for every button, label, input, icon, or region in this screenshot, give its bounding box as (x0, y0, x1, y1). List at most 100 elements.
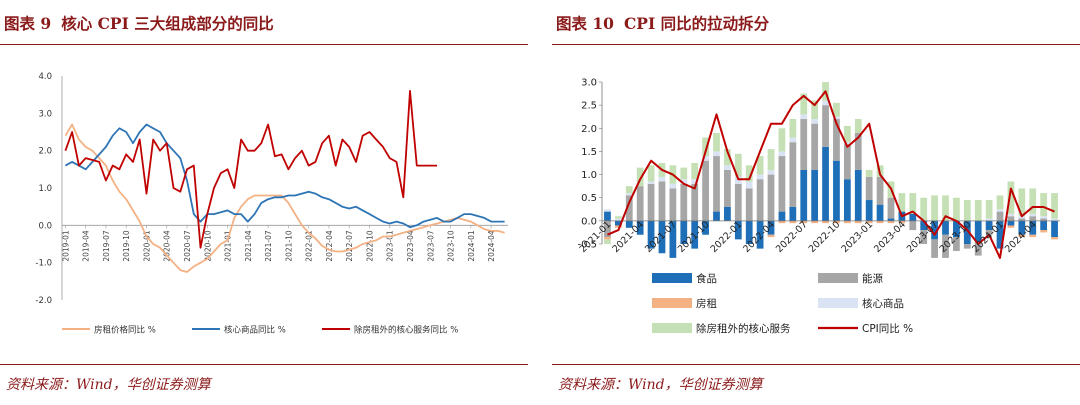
series-line-3 (64, 90, 437, 249)
bar-5 (985, 200, 993, 219)
bar-4 (1029, 213, 1037, 217)
bar-5 (854, 119, 862, 133)
bar-2 (702, 160, 709, 221)
legend-swatch-能源 (818, 273, 858, 283)
series-line-2 (64, 123, 505, 229)
bar-1 (1040, 220, 1048, 231)
x-tick-label: 2022-07 (774, 219, 810, 255)
bar-1 (789, 206, 797, 221)
bar-1 (734, 220, 742, 240)
x-tick-label: 2021-04 (244, 230, 253, 262)
bar-5 (756, 156, 764, 175)
bar-4 (822, 100, 829, 106)
bar-3 (822, 220, 829, 224)
bar-1 (713, 211, 720, 221)
bar-3 (1029, 234, 1037, 238)
bar-2 (953, 237, 960, 251)
bar-2 (680, 183, 688, 221)
bar-4 (1018, 216, 1026, 219)
bar-2 (800, 119, 808, 170)
bar-4 (691, 179, 699, 184)
bar-3 (614, 225, 622, 228)
bar-3 (800, 220, 808, 224)
bar-4 (996, 209, 1004, 212)
y-tick-label: 3.0 (38, 109, 52, 119)
bar-5 (1040, 193, 1048, 217)
figure-9-number: 图表 9 (4, 14, 52, 33)
chart-cpi-contribution: 3.02.52.01.51.00.50.0-0.52021-012021-042… (577, 78, 1060, 335)
bar-4 (1051, 218, 1058, 221)
x-tick-label: 2023-07 (426, 230, 435, 262)
bar-2 (669, 188, 677, 221)
bar-2 (647, 183, 655, 221)
series-line-1 (64, 123, 505, 273)
bar-2 (1018, 218, 1026, 221)
legend-label-1: 房租价格同比 % (94, 325, 156, 336)
bar-5 (833, 102, 840, 117)
bar-4 (800, 114, 808, 120)
bar-5 (865, 169, 873, 177)
bar-2 (636, 186, 644, 221)
figure-10-number: 图表 10 (556, 14, 614, 33)
bar-5 (724, 149, 731, 166)
bar-4 (745, 181, 753, 189)
bar-4 (647, 181, 655, 184)
bar-5 (734, 153, 742, 177)
bar-5 (931, 195, 938, 221)
bar-4 (1040, 216, 1048, 219)
bar-2 (625, 195, 633, 221)
bar-5 (647, 165, 655, 182)
bar-4 (680, 179, 688, 184)
bar-1 (647, 220, 655, 249)
bar-2 (942, 234, 949, 258)
bar-5 (996, 195, 1004, 210)
bar-4 (724, 165, 731, 170)
figure-9-title: 图表 9 核心 CPI 三大组成部分的同比 (4, 12, 274, 40)
bar-1 (800, 169, 808, 221)
bar-2 (691, 183, 699, 221)
figure-10-panel: 图表 10 CPI 同比的拉动拆分 3.0 2.5 2.0 1.5 1.0 0.5 0.0 -0… (552, 0, 1080, 405)
bar-2 (713, 156, 720, 212)
bar-2 (865, 176, 873, 201)
bar-3 (854, 220, 862, 224)
bar-4 (811, 119, 819, 124)
bar-5 (1051, 193, 1058, 219)
y-tick-label: 0.0 (581, 216, 597, 227)
x-tick-label: 2019-10 (122, 230, 131, 262)
bar-5 (942, 195, 949, 221)
bar-1 (909, 213, 917, 221)
bar-1 (625, 220, 633, 228)
y-tick-label: 4.0 (38, 72, 52, 82)
bar-5 (811, 100, 819, 120)
bar-2 (996, 211, 1004, 221)
x-tick-label: 2022-01 (305, 230, 314, 262)
figure-9-panel: 图表 9 核心 CPI 三大组成部分的同比 4.0 3.0 2.0 1.0 0.0 -1.0… (0, 0, 528, 405)
x-tick-label: 2023-04 (406, 230, 415, 262)
bar-2 (811, 123, 819, 170)
bar-4 (789, 137, 797, 143)
bar-1 (658, 220, 666, 254)
bar-2 (756, 179, 764, 221)
y-tick-label: 1.0 (581, 170, 597, 181)
bar-3 (767, 234, 775, 238)
figure-9-bottom-rule (0, 364, 528, 365)
bar-1 (756, 220, 764, 249)
bar-4 (985, 218, 993, 221)
bar-5 (625, 186, 633, 194)
x-tick-label: 2022-04 (325, 230, 334, 262)
bar-4 (614, 218, 622, 221)
bar-1 (1051, 220, 1058, 238)
bar-2 (909, 220, 917, 231)
bar-2 (658, 181, 666, 221)
bar-3 (887, 220, 895, 224)
y-tick-label: 2.0 (38, 147, 52, 157)
bar-1 (1007, 220, 1015, 226)
bar-5 (614, 216, 622, 219)
x-tick-label: 2019-07 (102, 230, 111, 262)
x-tick-label: 2023-10 (447, 230, 456, 262)
x-tick-label: 2021-01 (224, 230, 233, 262)
bar-5 (1018, 188, 1026, 217)
y-tick-label: 0.0 (38, 221, 52, 231)
legend-label: 核心商品 (862, 297, 904, 310)
legend-swatch-除房租外的核心服务 (652, 323, 692, 333)
